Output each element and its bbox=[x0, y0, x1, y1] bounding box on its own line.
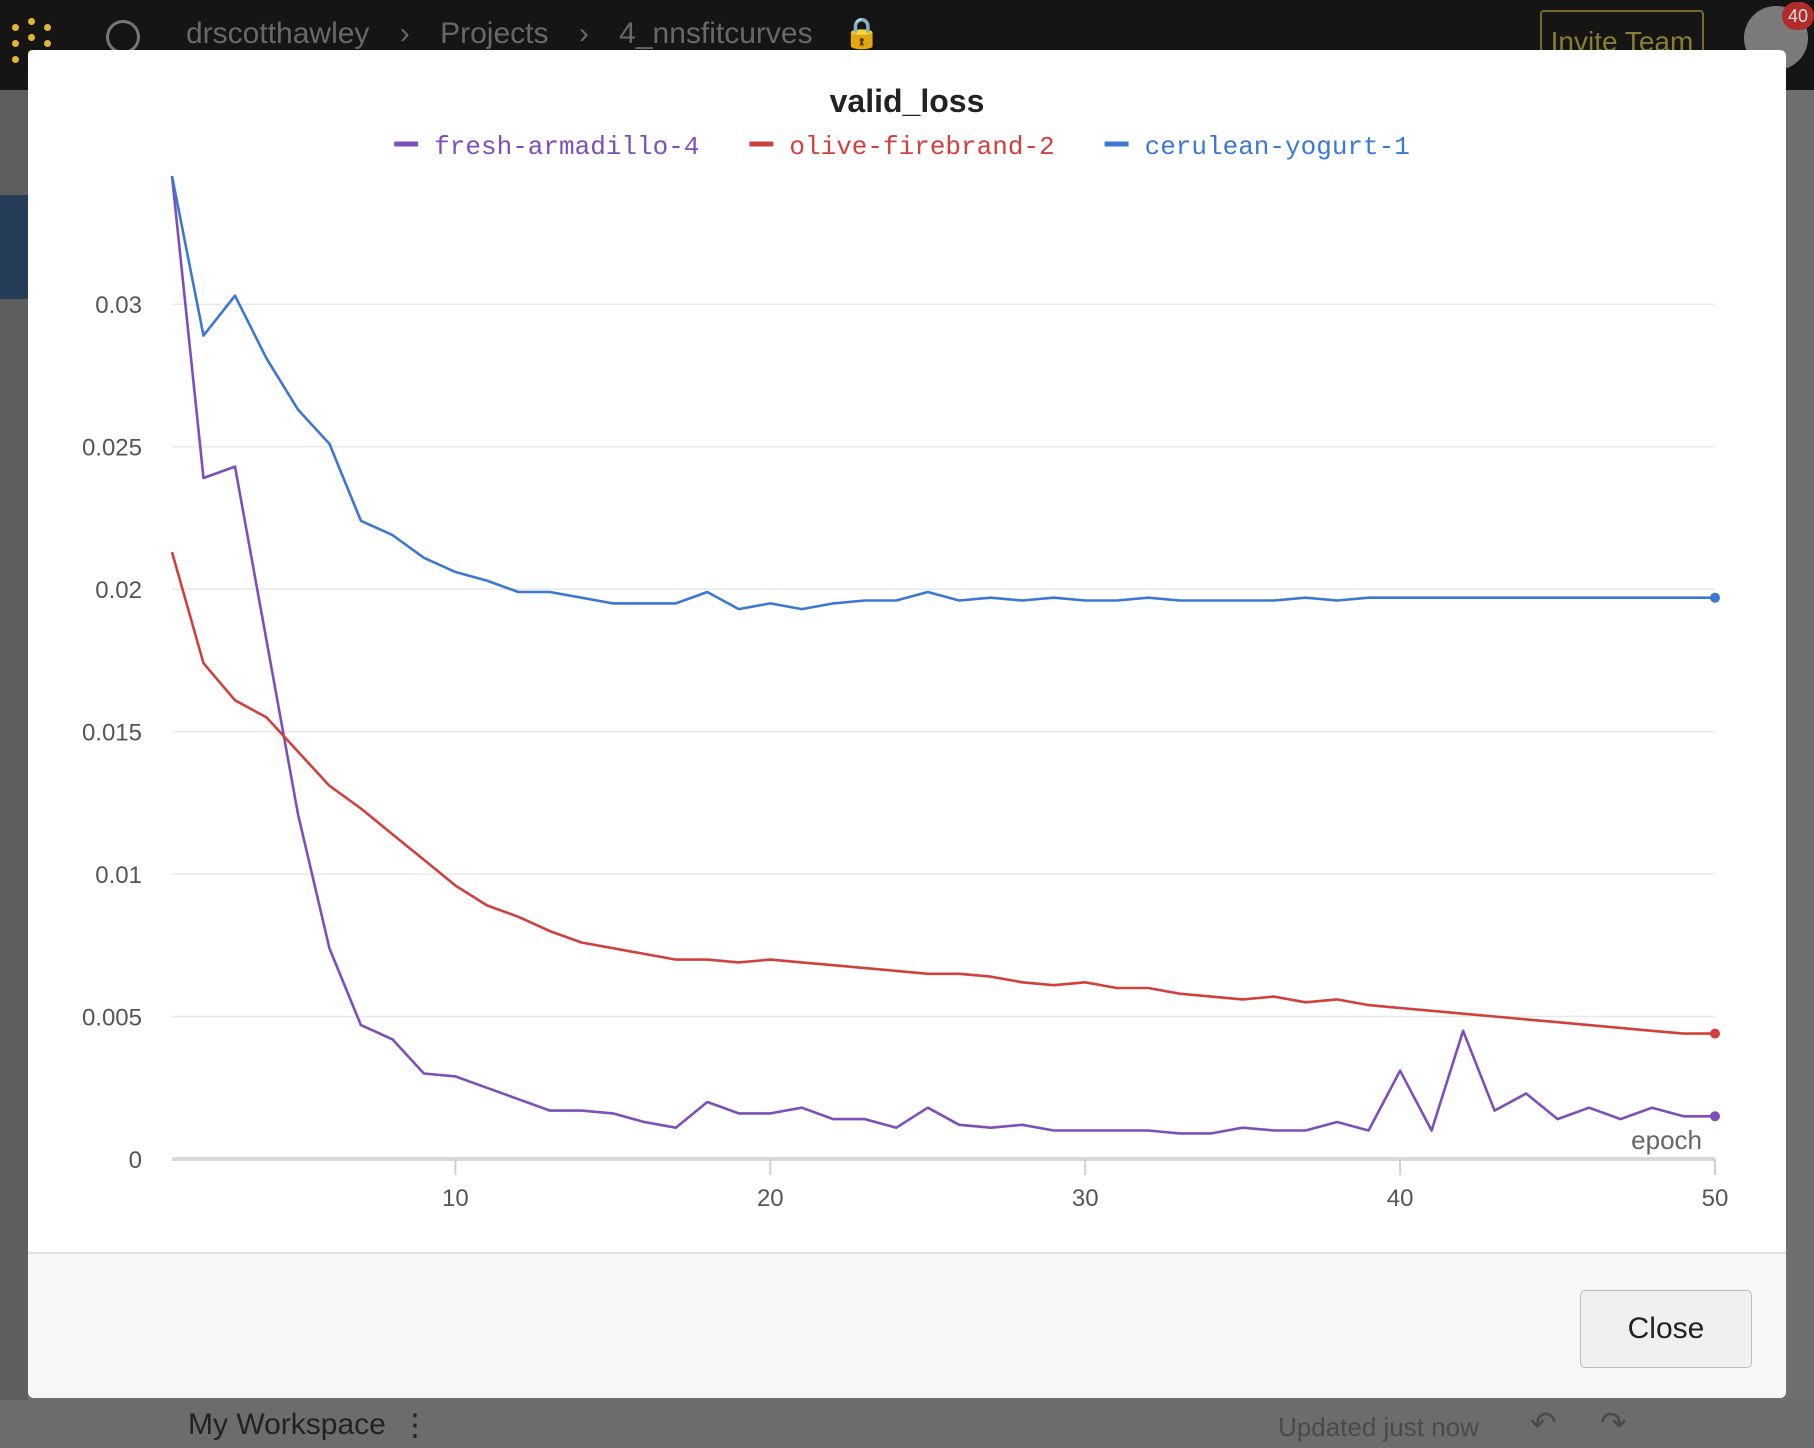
series-line-cerulean-yogurt-1[interactable] bbox=[170, 175, 1715, 611]
y-tick-label: 0.03 bbox=[95, 292, 142, 319]
y-tick-label: 0.005 bbox=[82, 1005, 142, 1032]
y-tick-label: 0.02 bbox=[95, 577, 142, 604]
chart-title: valid_loss bbox=[830, 83, 985, 119]
y-tick-label: 0 bbox=[129, 1147, 142, 1174]
valid-loss-line-chart: 0 0.005 0.01 0.015 0.02 0.025 0.03 10 20 30 40 50 f… bbox=[82, 83, 1728, 1212]
breadcrumb-separator-icon: › bbox=[399, 17, 410, 50]
chart-legend: fresh-armadillo-4 olive-firebrand-2 cerule… bbox=[394, 132, 1410, 162]
series-endpoint-fresh-armadillo-4[interactable] bbox=[1710, 1111, 1720, 1122]
series-line-olive-firebrand-2[interactable] bbox=[170, 551, 1715, 1035]
redo-icon[interactable]: ↷ bbox=[1600, 1405, 1627, 1441]
more-options-icon[interactable]: ⋮ bbox=[400, 1409, 430, 1442]
lock-icon: 🔒 bbox=[842, 17, 881, 50]
legend-item-label[interactable]: cerulean-yogurt-1 bbox=[1145, 132, 1410, 162]
undo-icon[interactable]: ↶ bbox=[1530, 1405, 1557, 1441]
breadcrumb-separator-icon: › bbox=[578, 17, 589, 50]
x-tick-label: 50 bbox=[1702, 1185, 1729, 1212]
x-tick-label: 30 bbox=[1072, 1185, 1099, 1212]
breadcrumb-project[interactable]: 4_nnsfitcurves bbox=[619, 17, 813, 50]
x-tick-label: 20 bbox=[757, 1185, 784, 1212]
legend-item-label[interactable]: fresh-armadillo-4 bbox=[434, 132, 699, 162]
workspace-bar bbox=[0, 1400, 1814, 1448]
chart-fullscreen-modal: 0 0.005 0.01 0.015 0.02 0.025 0.03 10 20 30 40 50 f… bbox=[28, 50, 1786, 1398]
legend-item-label[interactable]: olive-firebrand-2 bbox=[789, 132, 1054, 162]
notification-badge[interactable]: 40 bbox=[1782, 2, 1814, 30]
modal-footer: Close bbox=[28, 1252, 1786, 1398]
breadcrumb-user[interactable]: drscotthawley bbox=[186, 17, 370, 50]
workspace-title: My Workspace bbox=[188, 1408, 386, 1441]
series-lines bbox=[170, 175, 1720, 1135]
close-button[interactable]: Close bbox=[1580, 1290, 1752, 1368]
sidebar-item-charts[interactable] bbox=[0, 195, 28, 299]
y-tick-label: 0.025 bbox=[82, 435, 142, 462]
y-tick-label: 0.01 bbox=[95, 862, 142, 889]
grid-lines bbox=[172, 303, 1715, 1018]
x-tick-label: 10 bbox=[442, 1185, 469, 1212]
series-endpoint-olive-firebrand-2[interactable] bbox=[1710, 1028, 1720, 1039]
breadcrumb-projects[interactable]: Projects bbox=[440, 17, 549, 50]
left-sidebar bbox=[0, 90, 28, 1448]
y-tick-label: 0.015 bbox=[82, 720, 142, 747]
x-axis-label: epoch bbox=[1631, 1125, 1702, 1155]
search-icon[interactable] bbox=[106, 20, 140, 54]
series-line-fresh-armadillo-4[interactable] bbox=[170, 175, 1715, 1135]
updated-status: Updated just now bbox=[1278, 1412, 1479, 1442]
axes: 0 0.005 0.01 0.015 0.02 0.025 0.03 10 20 30 40 50 bbox=[82, 292, 1728, 1212]
breadcrumb: drscotthawley › Projects › 4_nnsfitcurve… bbox=[186, 16, 902, 51]
x-tick-label: 40 bbox=[1387, 1185, 1414, 1212]
series-endpoint-cerulean-yogurt-1[interactable] bbox=[1710, 592, 1720, 603]
